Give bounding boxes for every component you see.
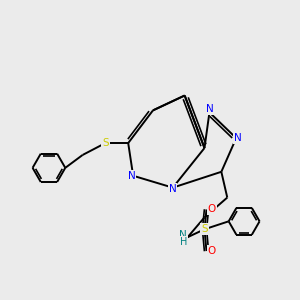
Text: N: N xyxy=(169,184,177,194)
Text: S: S xyxy=(201,224,208,234)
Text: H: H xyxy=(179,237,187,247)
Text: S: S xyxy=(102,138,109,148)
Text: N: N xyxy=(128,171,136,181)
Text: O: O xyxy=(208,204,216,214)
Text: N: N xyxy=(179,230,187,240)
Text: N: N xyxy=(234,133,242,143)
Text: N: N xyxy=(206,104,213,114)
Text: O: O xyxy=(208,246,216,256)
